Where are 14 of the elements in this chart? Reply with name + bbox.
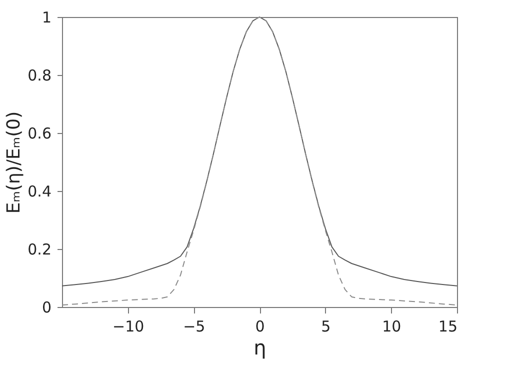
y-tick-label: 0.8 xyxy=(28,66,52,84)
x-tick-label: 0 xyxy=(255,318,265,336)
x-tick-label: 5 xyxy=(321,318,331,336)
x-tick-label: 15 xyxy=(438,318,458,336)
y-tick-label: 0.2 xyxy=(28,240,52,258)
x-tick-label: −5 xyxy=(183,318,206,336)
x-axis-title: η xyxy=(254,336,266,360)
y-axis-title: Eₘ(η)/Eₘ(0) xyxy=(4,111,25,214)
x-tick-label: −10 xyxy=(112,318,144,336)
y-tick-label: 0 xyxy=(42,298,52,316)
y-tick-label: 0.4 xyxy=(28,182,52,200)
y-tick-label: 1 xyxy=(42,8,52,26)
x-tick-label: 10 xyxy=(382,318,402,336)
y-tick-label: 0.6 xyxy=(28,124,52,142)
